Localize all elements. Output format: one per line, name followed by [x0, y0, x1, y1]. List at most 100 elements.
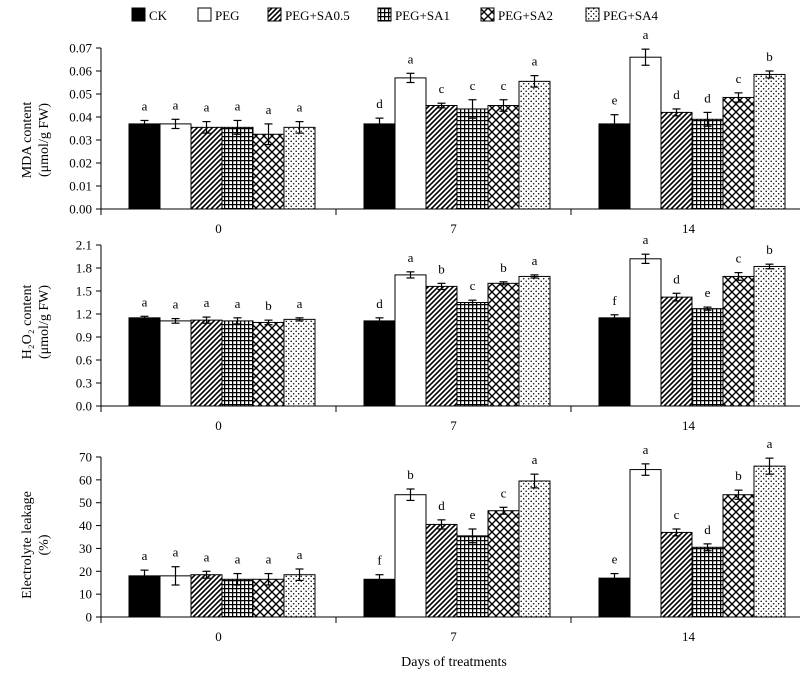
significance-letter: a [204, 295, 210, 310]
bar-peg-plus-sa2-day-7 [487, 510, 520, 618]
bar-peg-plus-sa4-day-0 [283, 318, 316, 407]
bar-peg-plus-sa0-5-day-7 [425, 523, 458, 618]
error-bar [672, 108, 681, 117]
bar-peg-plus-sa2-day-0 [252, 321, 285, 407]
y-tick-label: 1.2 [76, 307, 92, 322]
y-tick-label: 0.6 [76, 353, 93, 368]
bar-peg-plus-sa2-day-7 [487, 282, 520, 407]
significance-letter: a [173, 545, 179, 560]
legend-label: PEG [215, 8, 240, 23]
bar-peg-plus-sa4-day-14 [753, 73, 786, 210]
x-tick-label: 14 [682, 418, 696, 433]
bar-peg-plus-sa4-day-7 [518, 275, 551, 407]
error-bar [672, 528, 681, 537]
y-tick-label: 0.03 [69, 133, 92, 148]
error-bar [437, 282, 446, 291]
legend-item-peg-plus-sa0-5: PEG+SA0.5 [267, 7, 350, 23]
legend-item-peg: PEG [197, 7, 240, 23]
y-tick-label: 0.9 [76, 330, 92, 345]
error-bar [610, 314, 619, 322]
significance-letter: e [470, 507, 476, 522]
bar-peg-plus-sa0-5-day-14 [660, 296, 693, 407]
significance-letter: c [501, 485, 507, 500]
bar-ck-day-7 [363, 123, 396, 210]
significance-letter: e [612, 552, 618, 567]
bar-peg-plus-sa1-day-14 [691, 546, 724, 618]
bar-ck-day-14 [598, 317, 631, 407]
significance-letter: a [235, 296, 241, 311]
x-tick-label: 7 [450, 221, 457, 236]
error-bar [233, 119, 242, 135]
significance-letter: b [265, 298, 272, 313]
y-tick-label: 20 [79, 564, 92, 579]
y-tick-label: 2.1 [76, 238, 92, 253]
significance-letter: d [704, 522, 711, 537]
bar-ck-day-7 [363, 320, 396, 407]
y-tick-label: 60 [79, 472, 92, 487]
error-bar [499, 99, 508, 112]
error-bar [703, 543, 712, 552]
y-axis-label: MDA content [20, 102, 35, 179]
bar-peg-plus-sa0-5-day-0 [190, 574, 223, 618]
bar-peg-plus-sa0-5-day-0 [190, 126, 223, 210]
bar-peg-plus-sa4-day-14 [753, 265, 786, 407]
error-bar [295, 317, 304, 322]
significance-letter: f [377, 553, 382, 568]
bar-peg-plus-sa0-5-day-14 [660, 531, 693, 618]
y-tick-label: 10 [79, 587, 92, 602]
bar-peg-day-7 [394, 77, 427, 210]
x-tick-label: 7 [450, 418, 457, 433]
legend-swatch [267, 7, 282, 22]
legend-label: PEG+SA2 [498, 8, 553, 23]
bar-peg-plus-sa4-day-0 [283, 574, 316, 618]
panel-electrolyte-leakage: Electrolyte leakage (%) 0 10 20 30 40 50 60 70 0 7 1… [20, 436, 800, 644]
bar-peg-plus-sa0-5-day-14 [660, 111, 693, 210]
bar-peg-plus-sa0-5-day-7 [425, 105, 458, 210]
bar-ck-day-14 [598, 123, 631, 210]
bar-ck-day-7 [363, 578, 396, 618]
significance-letter: a [142, 548, 148, 563]
y-axis-label: Electrolyte leakage [20, 491, 35, 599]
bar-peg-plus-sa4-day-7 [518, 480, 551, 618]
error-bar [140, 315, 149, 320]
legend-label: PEG+SA1 [395, 8, 450, 23]
significance-letter: d [376, 96, 383, 111]
bar-peg-day-14 [629, 56, 662, 210]
error-bar [264, 319, 273, 326]
significance-letter: a [532, 253, 538, 268]
y-tick-label: 0.04 [69, 110, 92, 125]
y-tick-label: 0.02 [69, 156, 92, 171]
significance-letter: a [266, 102, 272, 117]
bar-peg-plus-sa2-day-14 [722, 494, 755, 618]
significance-letter: a [767, 436, 773, 451]
significance-letter: e [612, 93, 618, 108]
significance-letter: a [408, 51, 414, 66]
significance-letter: a [297, 296, 303, 311]
error-bar [295, 120, 304, 134]
error-bar [171, 118, 180, 130]
significance-letter: e [705, 285, 711, 300]
error-bar [140, 569, 149, 583]
x-tick-label: 0 [215, 629, 222, 644]
error-bar [703, 111, 712, 127]
significance-letter: d [438, 498, 445, 513]
bar-peg-plus-sa1-day-7 [456, 108, 489, 210]
significance-letter: d [704, 90, 711, 105]
error-bar [202, 120, 211, 134]
bar-peg-plus-sa2-day-14 [722, 96, 755, 210]
y-tick-label: 1.8 [76, 261, 92, 276]
error-bar [610, 572, 619, 584]
significance-letter: a [408, 250, 414, 265]
error-bar [499, 281, 508, 286]
significance-letter: c [439, 81, 445, 96]
significance-letter: a [266, 552, 272, 567]
legend-swatch [377, 7, 392, 22]
y-tick-label: 0.07 [69, 41, 92, 56]
significance-letter: c [470, 78, 476, 93]
legend-swatch [585, 7, 600, 22]
bar-peg-day-0 [159, 320, 192, 407]
bar-peg-plus-sa2-day-7 [487, 105, 520, 210]
y-tick-label: 0.3 [76, 376, 92, 391]
bar-peg-plus-sa1-day-0 [221, 126, 254, 210]
